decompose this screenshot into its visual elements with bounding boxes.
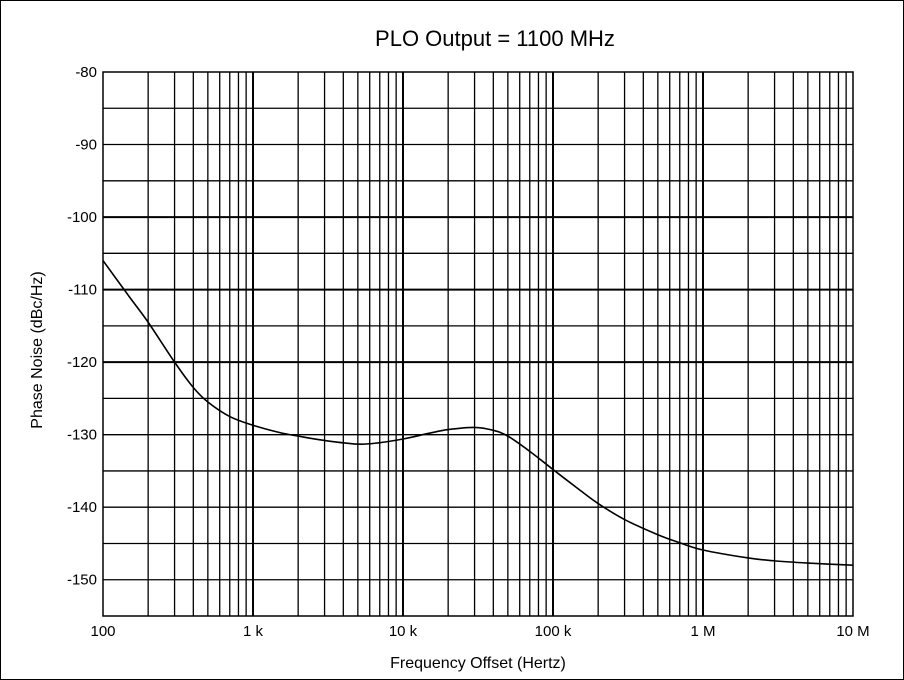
y-tick-label: -110 [68,282,97,299]
x-axis-label: Frequency Offset (Hertz) [390,655,566,672]
y-tick-label: -140 [67,499,97,516]
x-tick-label: 100 [90,623,115,640]
y-axis-label: Phase Noise (dBc/Hz) [29,271,46,428]
y-tick-label: -90 [75,137,97,154]
y-tick-label: -80 [75,64,97,81]
plot-border [102,71,854,617]
x-tick-label: 100 k [535,623,572,640]
x-tick-label: 10 M [836,623,869,640]
y-tick-label: -150 [67,572,97,589]
chart-title: PLO Output = 1100 MHz [375,26,615,51]
y-tick-label: -100 [67,209,97,226]
x-tick-label: 1 M [690,623,715,640]
y-tick-label: -130 [67,427,97,444]
series-group [102,260,854,567]
x-tick-label: 1 k [243,623,264,640]
x-tick-label: 10 k [389,623,418,640]
grid [103,72,853,616]
series-line [102,260,854,567]
tick-labels: 100 1 k 10 k 100 k 1 M 10 M -80 -90 -100 -110 -120… [67,64,870,640]
y-tick-label: -120 [67,354,97,371]
